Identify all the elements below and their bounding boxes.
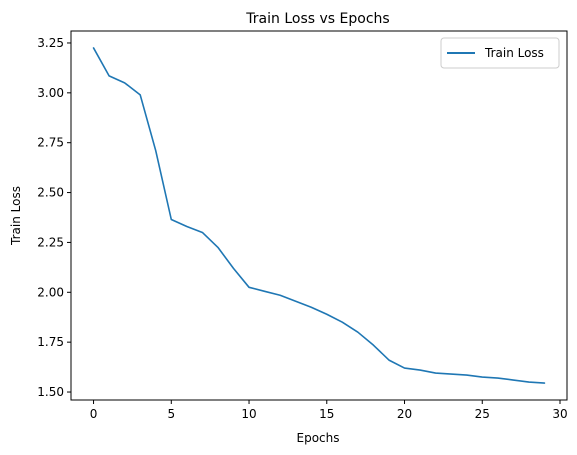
y-tick-label: 3.00 — [37, 86, 64, 100]
x-tick-label: 10 — [241, 407, 256, 421]
chart-title: Train Loss vs Epochs — [245, 11, 389, 27]
y-tick-label: 2.75 — [37, 136, 64, 150]
y-tick-label: 2.50 — [37, 186, 64, 200]
x-tick-label: 20 — [397, 407, 412, 421]
y-tick-label: 3.25 — [37, 36, 64, 50]
y-axis-label: Train Loss — [9, 186, 23, 246]
x-tick-label: 0 — [90, 407, 98, 421]
y-tick-label: 2.00 — [37, 285, 64, 299]
series-layer — [92, 47, 546, 384]
x-tick-label: 15 — [319, 407, 334, 421]
x-axis-ticks: 0 5 10 15 20 25 30 — [90, 400, 568, 421]
legend-box — [440, 37, 560, 69]
x-tick-label: 25 — [475, 407, 490, 421]
x-tick-label: 5 — [167, 407, 175, 421]
x-axis-label: Epochs — [297, 431, 340, 445]
x-tick-label: 30 — [552, 407, 567, 421]
y-tick-label: 1.75 — [37, 335, 64, 349]
y-tick-label: 2.25 — [37, 235, 64, 249]
legend-label-train-loss: Train Loss — [484, 46, 544, 60]
y-axis-ticks: 1.50 1.75 2.00 2.25 2.50 2.75 3.00 3.25 — [37, 36, 71, 399]
y-tick-label: 1.50 — [37, 385, 64, 399]
plot-frame — [70, 30, 568, 401]
legend: Train Loss — [440, 37, 560, 69]
series-line-train-loss — [92, 47, 546, 384]
